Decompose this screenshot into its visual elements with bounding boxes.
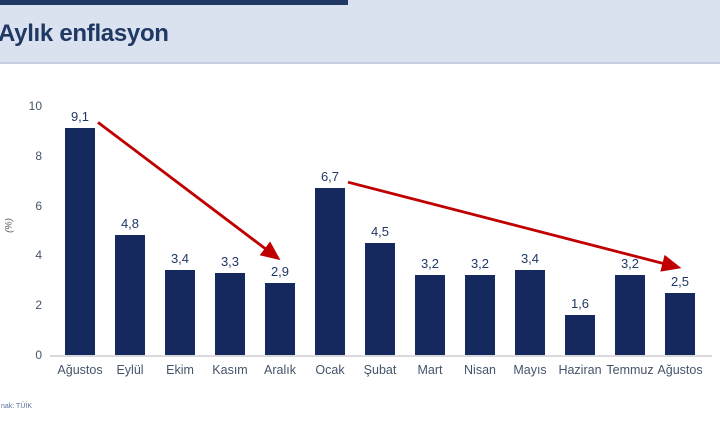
- bar-value-label: 1,6: [570, 296, 590, 312]
- x-axis-category-label: Ekim: [166, 363, 194, 377]
- y-axis-tick-label: 2: [35, 298, 42, 313]
- page-title: Aylık enflasyon: [0, 20, 169, 47]
- x-axis-category-label: Mart: [417, 363, 443, 377]
- x-axis-category-label: Eylül: [116, 363, 144, 377]
- bar-value-label: 3,2: [420, 256, 440, 272]
- bar-value-label: 6,7: [320, 169, 340, 185]
- x-axis-category-label: Mayıs: [513, 363, 547, 377]
- bar-mayıs: [515, 270, 545, 355]
- bar-eylül: [115, 235, 145, 355]
- bar-value-label: 4,5: [370, 223, 390, 239]
- x-axis-category-label: Ağustos: [657, 363, 703, 377]
- bar-value-label: 3,3: [220, 253, 240, 269]
- x-axis-line: [50, 355, 712, 357]
- bar-value-label: 4,8: [120, 216, 140, 232]
- x-axis-category-label: Ağustos: [57, 363, 103, 377]
- bar-value-label: 3,2: [470, 256, 490, 272]
- header-band: Aylık enflasyon: [0, 0, 720, 64]
- y-axis-tick-label: 6: [35, 198, 42, 213]
- x-axis-category-label: Şubat: [363, 363, 397, 377]
- bar-haziran: [565, 315, 595, 355]
- bar-ocak: [315, 188, 345, 355]
- y-axis-tick-label: 8: [35, 148, 42, 163]
- bar-value-label: 2,9: [270, 263, 290, 279]
- trend-arrow: [347, 180, 682, 272]
- bar-ekim: [165, 270, 195, 355]
- bar-nisan: [465, 275, 495, 355]
- bar-aralık: [265, 282, 295, 355]
- bar-value-label: 2,5: [670, 273, 690, 289]
- source-note: nak: TÜİK: [1, 403, 32, 410]
- trend-arrow: [97, 121, 281, 261]
- y-axis-tick-label: 0: [35, 348, 42, 362]
- bar-ağustos: [65, 128, 95, 355]
- bar-temmuz: [615, 275, 645, 355]
- x-axis-category-label: Nisan: [464, 363, 496, 377]
- x-axis-category-label: Aralık: [264, 363, 296, 377]
- bar-value-label: 9,1: [70, 109, 90, 125]
- x-axis-category-label: Haziran: [558, 363, 602, 377]
- x-axis-category-label: Temmuz: [606, 363, 654, 377]
- bar-ağustos: [665, 292, 695, 355]
- x-axis-category-label: Ocak: [315, 363, 345, 377]
- y-axis-tick-label: 10: [28, 99, 42, 113]
- bar-value-label: 3,4: [520, 251, 540, 267]
- bar-şubat: [365, 242, 395, 355]
- bar-kasım: [215, 272, 245, 355]
- bar-value-label: 3,4: [170, 251, 190, 267]
- y-axis-tick-label: 4: [35, 248, 42, 263]
- x-axis-category-label: Kasım: [212, 363, 248, 377]
- top-accent-strip: [0, 0, 348, 5]
- bar-mart: [415, 275, 445, 355]
- bar-value-label: 3,2: [620, 256, 640, 272]
